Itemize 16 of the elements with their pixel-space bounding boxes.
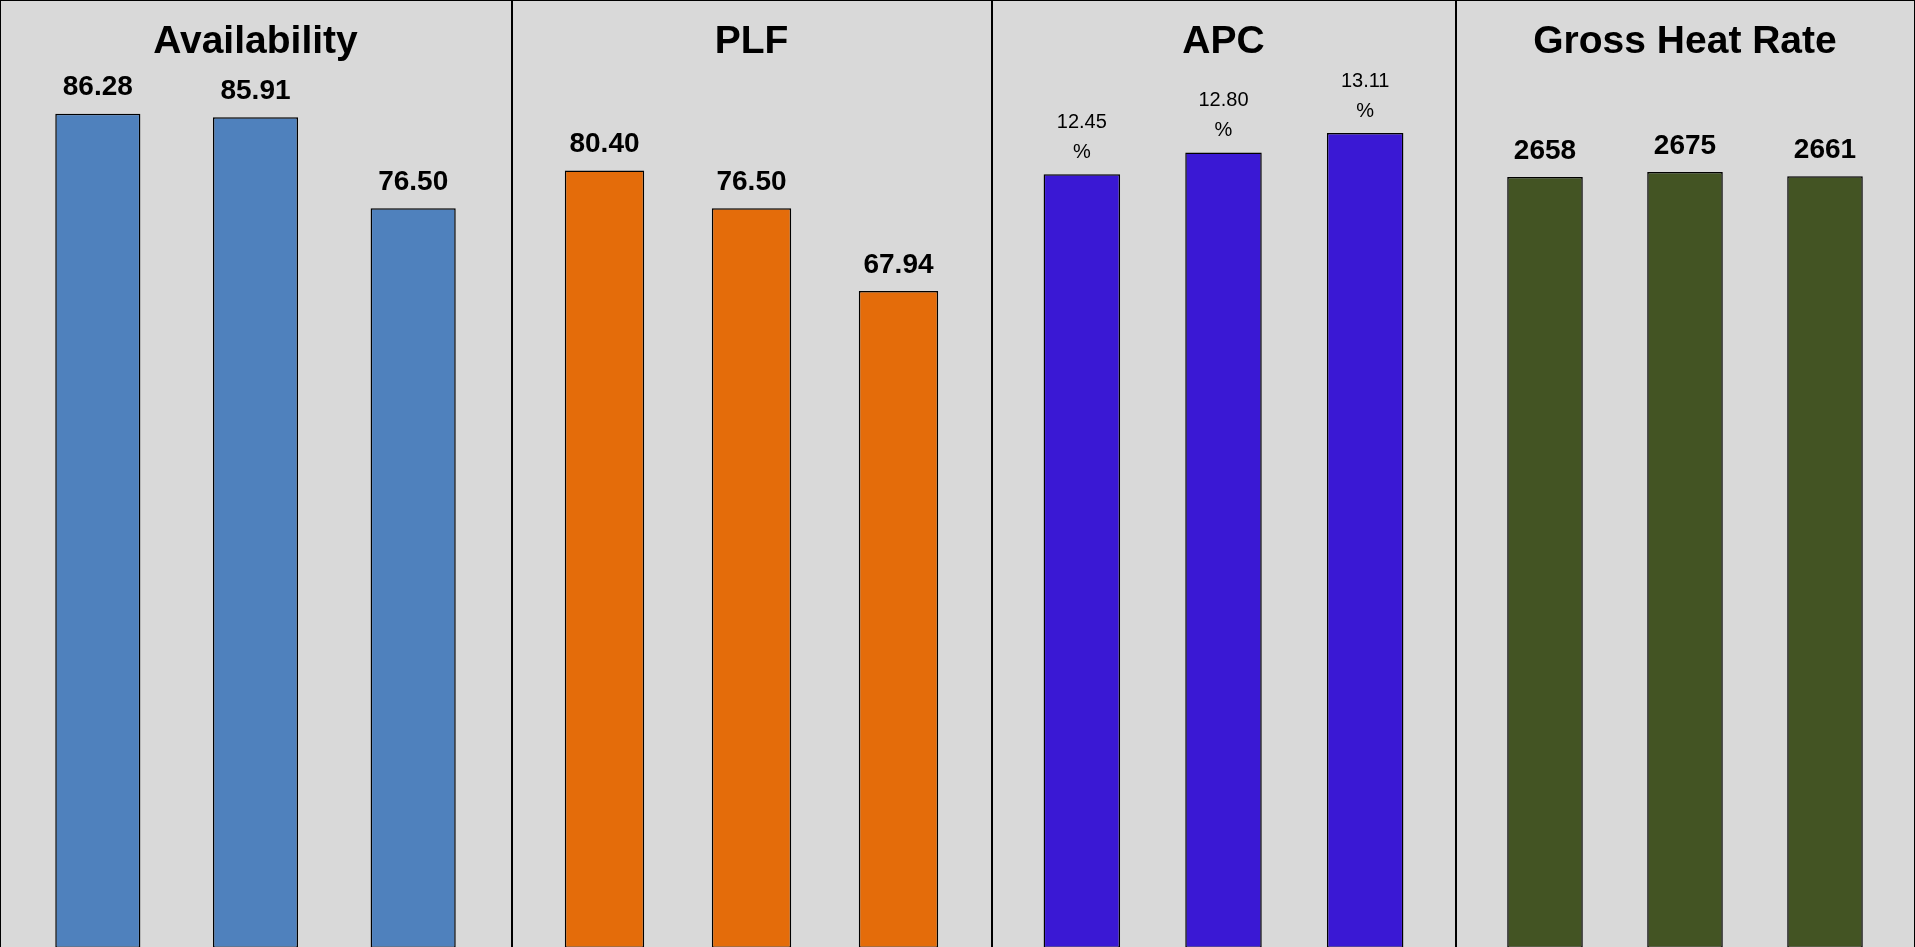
data-label: 80.40 bbox=[569, 127, 640, 159]
data-label: 2675 bbox=[1653, 128, 1717, 160]
data-label: 85.91 bbox=[220, 74, 291, 106]
chart-title: Gross Heat Rate bbox=[1533, 18, 1837, 62]
data-label: 13.11 % bbox=[1340, 68, 1390, 121]
chart-title: APC bbox=[1182, 18, 1265, 62]
data-label: 12.45 % bbox=[1056, 109, 1107, 162]
data-label: 2661 bbox=[1793, 132, 1857, 164]
data-label: 76.50 bbox=[716, 165, 787, 197]
chart-title: PLF bbox=[714, 18, 789, 62]
data-label: 67.94 bbox=[863, 247, 934, 279]
data-label: 76.50 bbox=[378, 165, 449, 197]
data-label: 86.28 bbox=[62, 70, 133, 102]
data-label: 12.80 % bbox=[1198, 87, 1249, 140]
chart-title: Availability bbox=[153, 18, 359, 62]
data-label: 2658 bbox=[1513, 133, 1577, 165]
